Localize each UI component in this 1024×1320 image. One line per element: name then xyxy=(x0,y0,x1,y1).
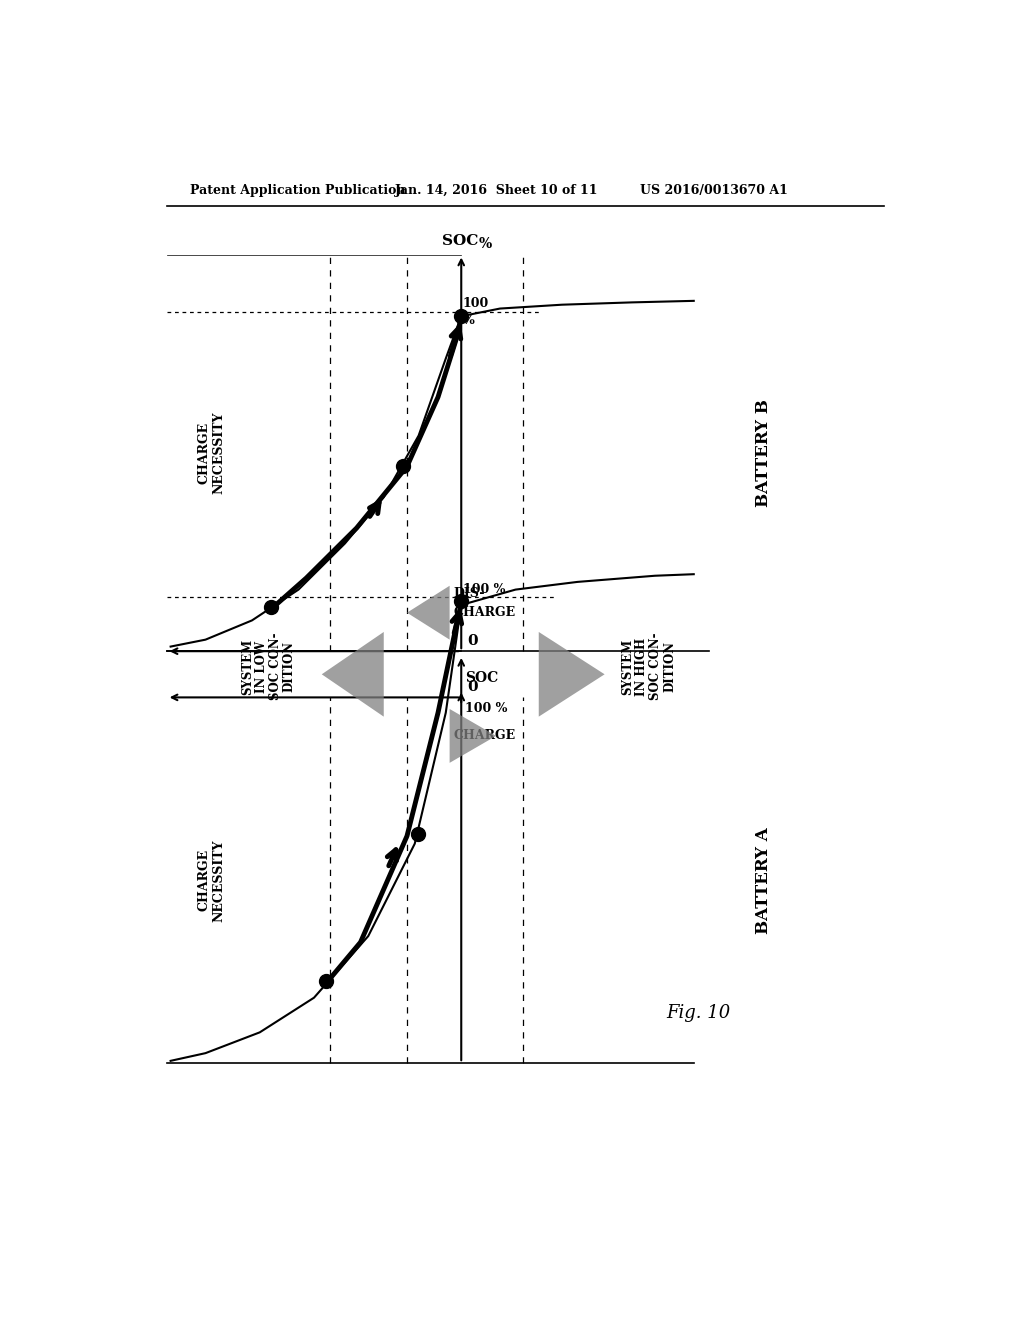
Text: Jan. 14, 2016  Sheet 10 of 11: Jan. 14, 2016 Sheet 10 of 11 xyxy=(395,185,599,197)
Text: %: % xyxy=(463,314,474,327)
Text: CHARGE
NECESSITY: CHARGE NECESSITY xyxy=(198,412,225,494)
Text: SOC CON-: SOC CON- xyxy=(649,632,663,701)
Text: 0: 0 xyxy=(467,680,478,694)
Text: IN HIGH: IN HIGH xyxy=(635,638,648,696)
Text: %: % xyxy=(478,236,492,251)
Polygon shape xyxy=(322,632,384,717)
Text: SOC: SOC xyxy=(441,235,478,248)
Text: CHARGE: CHARGE xyxy=(454,606,516,619)
Text: DITION: DITION xyxy=(664,642,676,692)
Text: DIS-: DIS- xyxy=(454,587,485,601)
Text: SYSTEM: SYSTEM xyxy=(622,639,635,694)
Text: CHARGE: CHARGE xyxy=(454,730,516,742)
Text: 100 %: 100 % xyxy=(465,702,508,715)
Text: DITION: DITION xyxy=(283,642,296,692)
Text: BATTERY A: BATTERY A xyxy=(755,826,772,933)
Text: IN LOW: IN LOW xyxy=(255,640,268,693)
Text: 100: 100 xyxy=(463,297,489,310)
Polygon shape xyxy=(539,632,604,717)
Polygon shape xyxy=(450,709,496,763)
Text: BATTERY B: BATTERY B xyxy=(755,399,772,507)
Polygon shape xyxy=(407,586,450,640)
Text: SOC CON-: SOC CON- xyxy=(268,632,282,701)
Text: CHARGE
NECESSITY: CHARGE NECESSITY xyxy=(198,840,225,921)
Text: 100 %: 100 % xyxy=(463,582,505,595)
Text: US 2016/0013670 A1: US 2016/0013670 A1 xyxy=(640,185,787,197)
Text: Fig. 10: Fig. 10 xyxy=(667,1005,731,1022)
Text: SYSTEM: SYSTEM xyxy=(242,639,255,694)
Text: 0: 0 xyxy=(467,634,478,648)
Text: SOC: SOC xyxy=(465,671,499,685)
Text: Patent Application Publication: Patent Application Publication xyxy=(190,185,406,197)
